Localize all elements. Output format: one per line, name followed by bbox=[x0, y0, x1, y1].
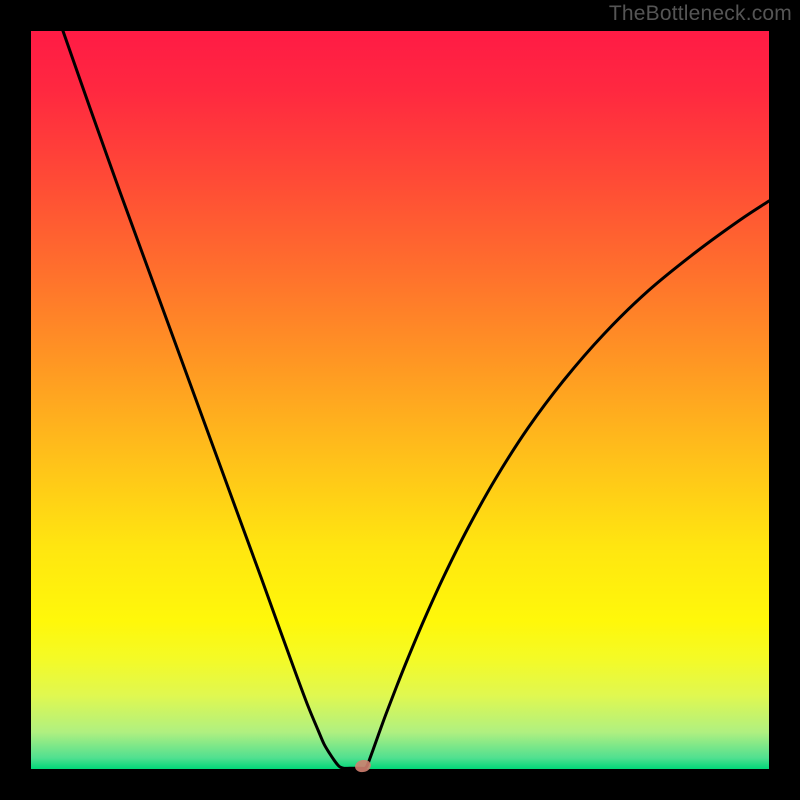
plot-background bbox=[31, 31, 769, 769]
bottleneck-chart bbox=[0, 0, 800, 800]
watermark-text: TheBottleneck.com bbox=[609, 2, 792, 26]
chart-container: TheBottleneck.com bbox=[0, 0, 800, 800]
